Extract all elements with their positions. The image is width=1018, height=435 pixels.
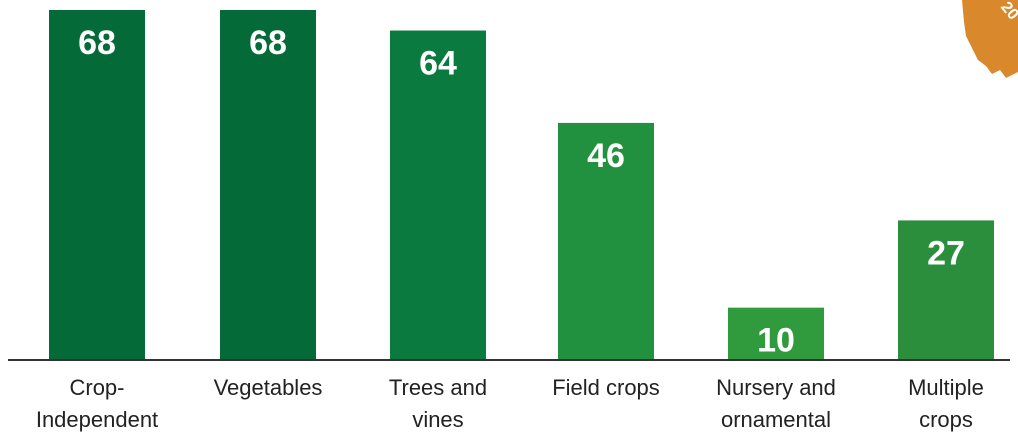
bar-5 xyxy=(898,220,994,359)
bar-value-label-2: 64 xyxy=(419,45,457,83)
bars-group xyxy=(49,10,994,359)
bar-value-label-4: 10 xyxy=(757,322,795,360)
bar-2 xyxy=(390,30,486,359)
bar-value-label-1: 68 xyxy=(249,24,287,62)
bar-value-label-5: 27 xyxy=(927,234,965,272)
bar-3 xyxy=(558,122,654,359)
bar-value-label-0: 68 xyxy=(78,24,116,62)
category-label-4-line-0: Nursery and xyxy=(716,375,836,400)
category-labels-group: Crop- Independent Vegetables Trees and vines… xyxy=(36,375,984,432)
category-label-3-line-0: Field crops xyxy=(552,375,660,400)
bar-1 xyxy=(220,10,316,359)
category-label-0-line-0: Crop- xyxy=(69,375,124,400)
bar-value-label-3: 46 xyxy=(587,137,625,175)
category-label-5-line-1: crops xyxy=(919,407,973,432)
category-label-1-line-0: Vegetables xyxy=(214,375,323,400)
category-label-2-line-0: Trees and xyxy=(389,375,487,400)
corner-badge-shape xyxy=(962,0,1018,78)
category-label-0-line-1: Independent xyxy=(36,407,158,432)
category-label-2-line-1: vines xyxy=(412,407,463,432)
bar-0 xyxy=(49,10,145,359)
corner-badge-icon: 20 xyxy=(962,0,1018,78)
category-label-4-line-1: ornamental xyxy=(721,407,831,432)
value-labels-group: 68 68 64 46 10 27 xyxy=(78,24,965,360)
bar-4 xyxy=(728,307,824,359)
category-label-5-line-0: Multiple xyxy=(908,375,984,400)
